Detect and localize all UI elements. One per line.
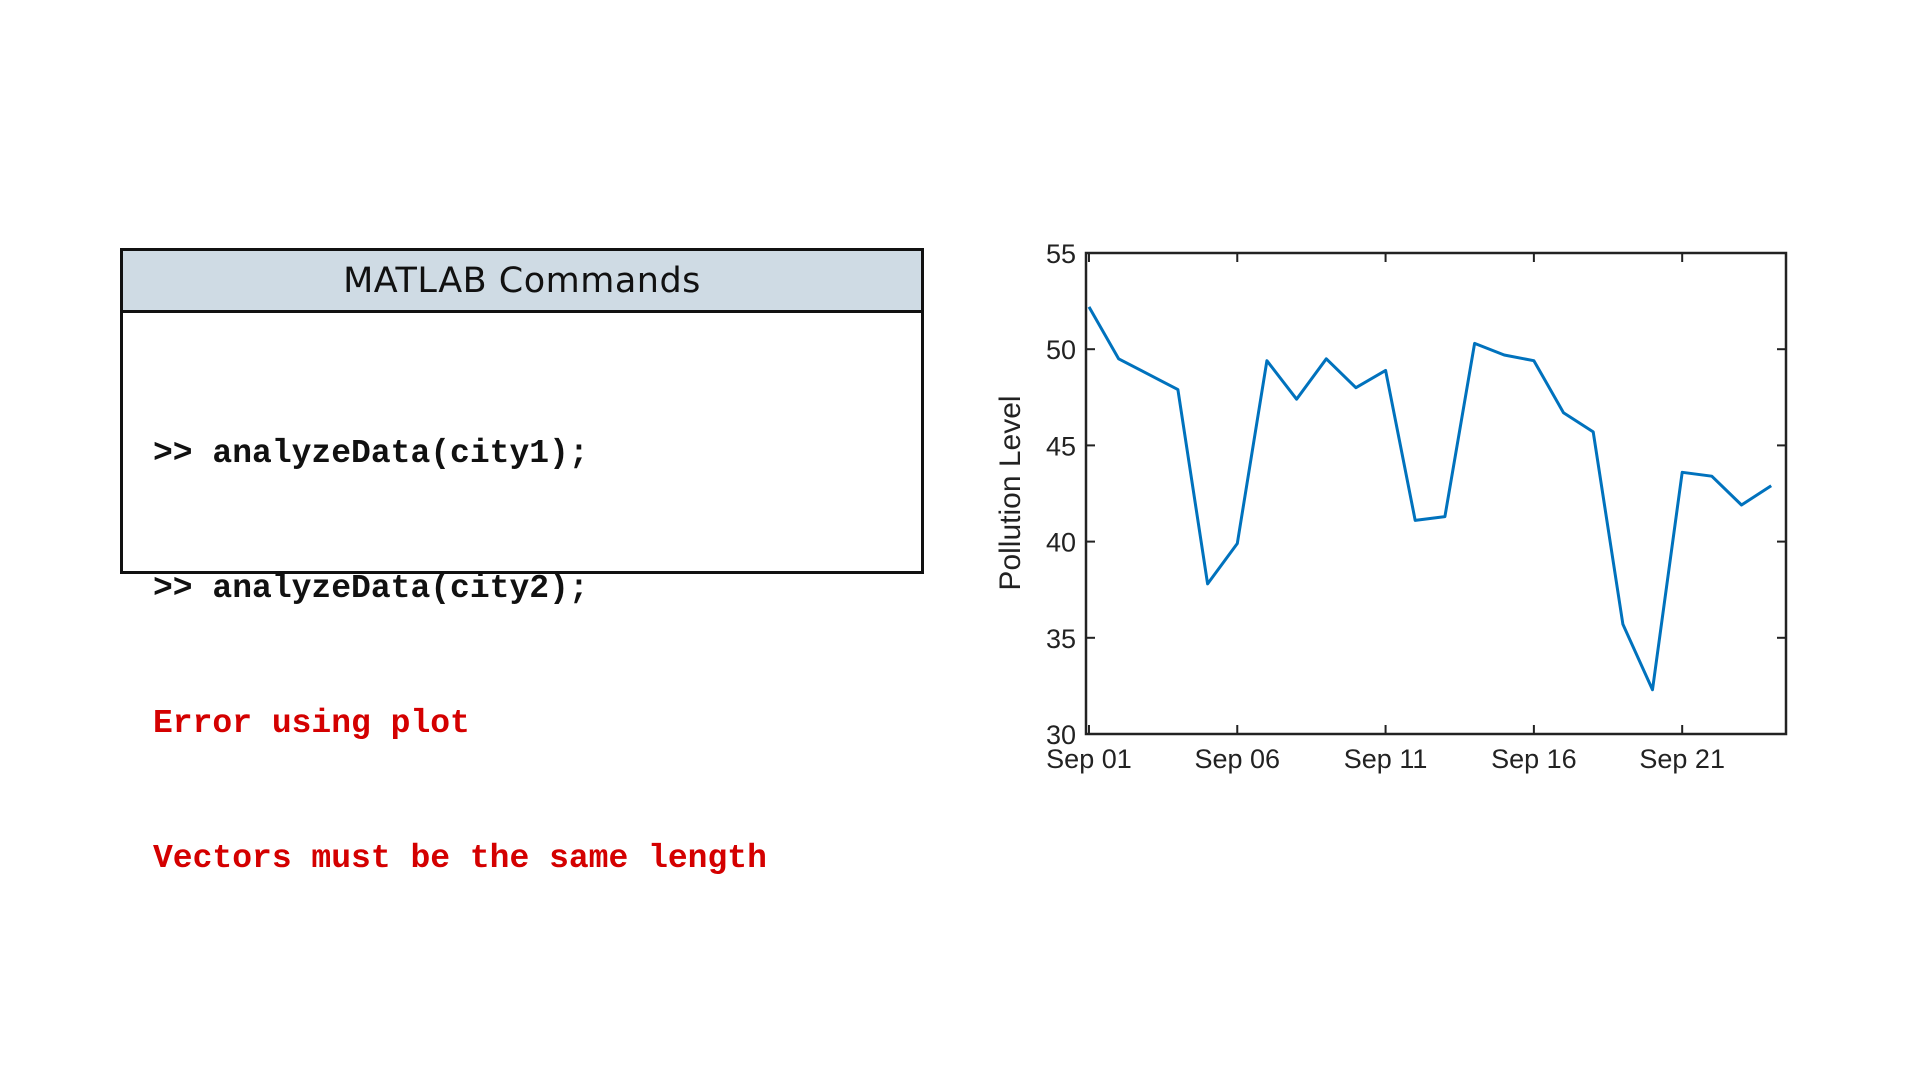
matlab-commands-panel: MATLAB Commands >> analyzeData(city1); >… — [120, 248, 924, 877]
y-tick-label: 45 — [1046, 431, 1076, 461]
command-line-2: >> analyzeData(city2); — [153, 570, 589, 607]
y-tick-label: 30 — [1046, 720, 1076, 750]
x-tick-label: Sep 16 — [1491, 744, 1577, 774]
x-tick-label: Sep 01 — [1046, 744, 1132, 774]
y-tick-label: 35 — [1046, 624, 1076, 654]
panel-title: MATLAB Commands — [123, 251, 921, 313]
command-line-1: >> analyzeData(city1); — [153, 435, 589, 472]
y-tick-label: 50 — [1046, 335, 1076, 365]
command-output: >> analyzeData(city1); >> analyzeData(ci… — [123, 313, 921, 971]
x-tick-label: Sep 11 — [1344, 744, 1428, 774]
y-tick-label: 40 — [1046, 528, 1076, 558]
y-axis-label: Pollution Level — [994, 395, 1027, 590]
x-tick-label: Sep 06 — [1194, 744, 1280, 774]
x-tick-label: Sep 21 — [1639, 744, 1725, 774]
y-tick-label: 55 — [1046, 239, 1076, 269]
series-line-1 — [1087, 306, 1773, 692]
error-line-2: Vectors must be the same length — [153, 840, 767, 877]
pollution-line-chart: Pollution Level 30 35 40 45 50 55 Sep 01 Sep 06… — [994, 239, 1788, 774]
error-line-1: Error using plot — [153, 705, 470, 742]
plot-box — [1084, 251, 1788, 736]
